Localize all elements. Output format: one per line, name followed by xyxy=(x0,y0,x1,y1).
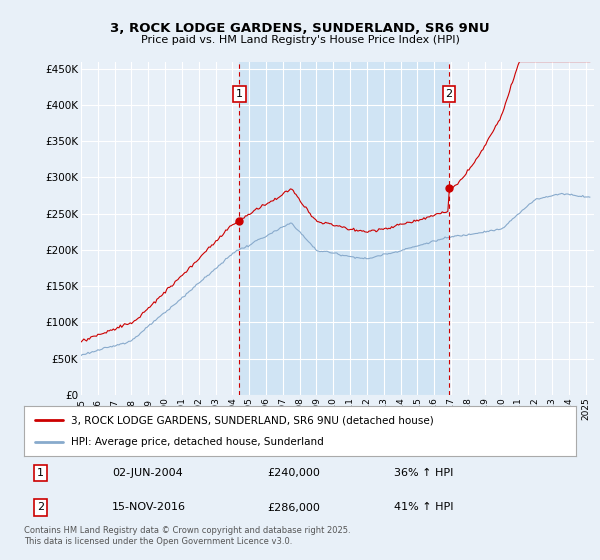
Text: £286,000: £286,000 xyxy=(267,502,320,512)
Text: Contains HM Land Registry data © Crown copyright and database right 2025.
This d: Contains HM Land Registry data © Crown c… xyxy=(24,526,350,546)
Text: 02-JUN-2004: 02-JUN-2004 xyxy=(112,468,183,478)
Text: 41% ↑ HPI: 41% ↑ HPI xyxy=(394,502,454,512)
Bar xyxy=(239,62,449,395)
Text: HPI: Average price, detached house, Sunderland: HPI: Average price, detached house, Sund… xyxy=(71,437,323,447)
Text: 36% ↑ HPI: 36% ↑ HPI xyxy=(394,468,453,478)
Text: £240,000: £240,000 xyxy=(267,468,320,478)
Text: Price paid vs. HM Land Registry's House Price Index (HPI): Price paid vs. HM Land Registry's House … xyxy=(140,35,460,45)
Text: 2: 2 xyxy=(37,502,44,512)
Text: 15-NOV-2016: 15-NOV-2016 xyxy=(112,502,187,512)
Text: 3, ROCK LODGE GARDENS, SUNDERLAND, SR6 9NU: 3, ROCK LODGE GARDENS, SUNDERLAND, SR6 9… xyxy=(110,22,490,35)
Text: 1: 1 xyxy=(37,468,44,478)
Text: 1: 1 xyxy=(236,89,243,99)
Text: 3, ROCK LODGE GARDENS, SUNDERLAND, SR6 9NU (detached house): 3, ROCK LODGE GARDENS, SUNDERLAND, SR6 9… xyxy=(71,415,434,425)
Text: 2: 2 xyxy=(445,89,452,99)
